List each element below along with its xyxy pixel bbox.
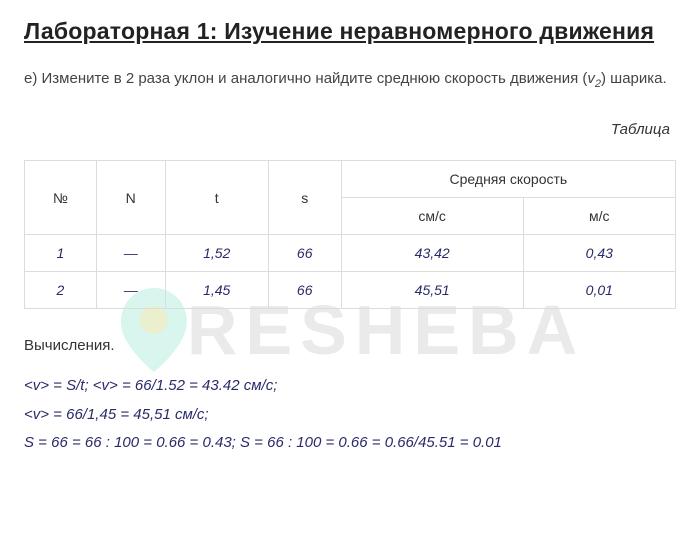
cell-n: — xyxy=(96,235,165,272)
calculations-heading: Вычисления. xyxy=(24,337,676,354)
col-t: t xyxy=(165,161,268,235)
table-row: 2 — 1,45 66 45,51 0,01 xyxy=(25,272,676,309)
calc-line: <v> = 66/1,45 = 45,51 см/с; xyxy=(24,401,676,430)
cell-t: 1,52 xyxy=(165,235,268,272)
cell-n: — xyxy=(96,272,165,309)
col-num: № xyxy=(25,161,97,235)
col-ms: м/с xyxy=(523,198,675,235)
data-table: № N t s Средняя скорость см/с м/с 1 — 1,… xyxy=(24,160,676,309)
cell-s: 66 xyxy=(268,235,341,272)
table-header-row-1: № N t s Средняя скорость xyxy=(25,161,676,198)
col-avg: Средняя скорость xyxy=(341,161,675,198)
cell-t: 1,45 xyxy=(165,272,268,309)
cell-ms: 0,43 xyxy=(523,235,675,272)
calc-line: <v> = S/t; <v> = 66/1.52 = 43.42 см/с; xyxy=(24,372,676,401)
cell-cms: 43,42 xyxy=(341,235,523,272)
cell-s: 66 xyxy=(268,272,341,309)
cell-num: 1 xyxy=(25,235,97,272)
col-cms: см/с xyxy=(341,198,523,235)
col-n: N xyxy=(96,161,165,235)
calc-line: S = 66 = 66 : 100 = 0.66 = 0.43; S = 66 … xyxy=(24,429,676,458)
cell-ms: 0,01 xyxy=(523,272,675,309)
col-s: s xyxy=(268,161,341,235)
table-row: 1 — 1,52 66 43,42 0,43 xyxy=(25,235,676,272)
task-symbol: v xyxy=(587,70,595,87)
page-content: Лабораторная 1: Изучение неравномерного … xyxy=(0,0,700,458)
page-title: Лабораторная 1: Изучение неравномерного … xyxy=(24,18,676,45)
task-suffix: ) шарика. xyxy=(601,70,667,87)
cell-cms: 45,51 xyxy=(341,272,523,309)
task-paragraph: е) Измените в 2 раза уклон и аналогично … xyxy=(24,67,676,93)
table-caption: Таблица xyxy=(24,121,670,138)
task-prefix: е) Измените в 2 раза уклон и аналогично … xyxy=(24,70,587,87)
cell-num: 2 xyxy=(25,272,97,309)
